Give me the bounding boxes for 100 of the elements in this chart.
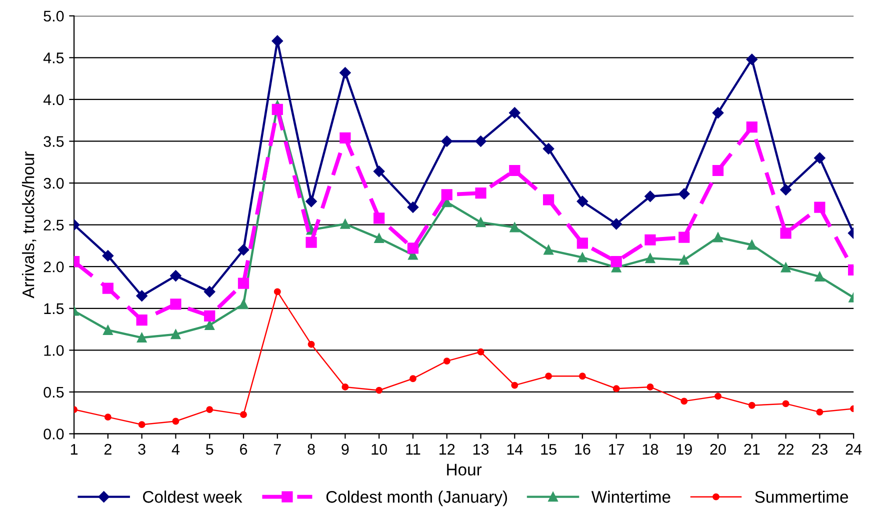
point — [679, 255, 689, 265]
x-tick-label: 13 — [473, 444, 489, 455]
point — [374, 233, 384, 244]
point — [306, 196, 317, 208]
point — [542, 143, 554, 154]
point — [511, 382, 518, 389]
point — [678, 232, 690, 243]
point — [545, 372, 552, 380]
point — [644, 234, 656, 246]
point — [780, 262, 791, 272]
point — [714, 392, 722, 400]
x-tick-label: 3 — [138, 444, 146, 455]
x-tick-label: 7 — [274, 444, 281, 455]
point — [510, 222, 520, 232]
point — [746, 54, 758, 65]
point — [610, 256, 622, 268]
x-tick-label: 16 — [575, 444, 590, 455]
x-tick-label: 21 — [744, 444, 760, 455]
point — [678, 188, 690, 200]
point — [136, 290, 148, 302]
y-tick-label: 3.0 — [44, 178, 64, 189]
x-tick-label: 12 — [440, 444, 455, 455]
point — [103, 325, 113, 335]
point — [272, 35, 283, 47]
point — [102, 250, 114, 262]
point — [680, 398, 688, 405]
y-axis-title: Arrivals, trucks/hour — [22, 151, 36, 298]
point — [780, 228, 792, 239]
y-tick-label: 4.5 — [43, 52, 64, 64]
point — [272, 104, 283, 116]
point — [409, 375, 416, 382]
point — [306, 236, 317, 248]
point — [407, 242, 419, 254]
point — [578, 252, 588, 262]
point — [102, 282, 114, 294]
point — [746, 121, 758, 133]
point — [104, 414, 112, 421]
point — [645, 253, 656, 264]
x-tick-label: 19 — [676, 444, 692, 455]
point — [782, 400, 790, 408]
point — [407, 202, 419, 213]
point — [204, 286, 216, 298]
point — [374, 212, 385, 224]
point — [238, 244, 250, 256]
legend-label: Coldest month (January) — [326, 490, 507, 506]
point — [136, 332, 147, 343]
point — [814, 152, 826, 164]
x-tick-label: 10 — [372, 444, 387, 455]
point — [747, 240, 757, 250]
legend-label: Wintertime — [591, 490, 670, 503]
point — [443, 358, 450, 365]
point — [206, 406, 214, 414]
point — [578, 372, 586, 380]
point — [340, 219, 350, 229]
point — [509, 107, 520, 118]
point — [240, 411, 247, 418]
point — [238, 278, 250, 289]
point — [780, 184, 792, 196]
point — [170, 329, 181, 340]
point — [509, 164, 520, 176]
point — [136, 314, 148, 326]
point — [477, 348, 484, 356]
point — [238, 299, 248, 310]
y-tick-label: 5.0 — [44, 10, 64, 22]
point — [544, 245, 554, 255]
y-tick-label: 4.0 — [43, 94, 64, 106]
point — [376, 386, 383, 394]
point — [576, 238, 588, 249]
point — [340, 132, 351, 144]
point — [172, 418, 180, 425]
y-tick-label: 3.5 — [44, 136, 64, 147]
y-tick-label: 0.0 — [44, 428, 64, 440]
point — [610, 218, 622, 230]
y-tick-label: 2.0 — [44, 261, 64, 272]
point — [308, 340, 315, 348]
x-tick-label: 5 — [206, 444, 214, 455]
point — [542, 194, 554, 206]
point — [816, 408, 824, 416]
x-tick-label: 1 — [70, 444, 78, 455]
x-tick-label: 4 — [172, 444, 180, 455]
legend-label: Coldest week — [143, 490, 242, 503]
point — [713, 232, 723, 242]
x-tick-label: 20 — [710, 444, 726, 455]
x-tick-label: 11 — [406, 444, 420, 455]
point — [274, 288, 281, 296]
point — [441, 136, 452, 147]
point — [475, 188, 486, 199]
x-tick-label: 2 — [104, 444, 112, 455]
point — [814, 202, 826, 213]
x-tick-label: 24 — [846, 444, 862, 455]
x-tick-label: 23 — [812, 444, 828, 455]
point — [204, 310, 216, 322]
point — [170, 298, 182, 310]
x-tick-label: 22 — [778, 444, 794, 455]
point — [204, 320, 214, 330]
x-tick-label: 9 — [342, 444, 349, 455]
point — [138, 421, 146, 428]
point — [441, 189, 452, 200]
point — [373, 166, 385, 177]
point — [712, 164, 724, 176]
